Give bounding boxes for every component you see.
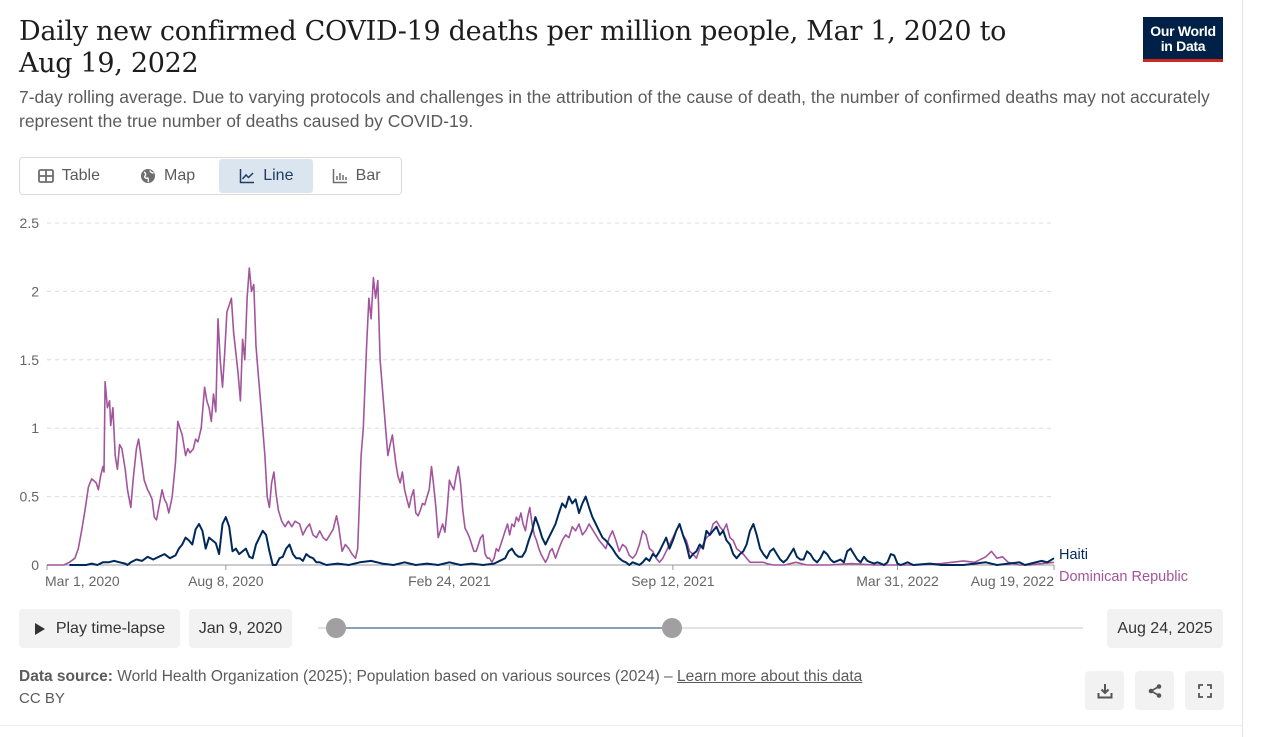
tab-map[interactable]: Map: [116, 159, 220, 193]
x-tick-label: Aug 19, 2022: [971, 573, 1055, 589]
tab-line[interactable]: Line: [219, 159, 314, 193]
tab-line-label: Line: [263, 167, 294, 184]
tab-bar-label: Bar: [355, 167, 381, 184]
y-tick-label: 1: [31, 420, 39, 436]
footer-divider: [0, 725, 1242, 726]
learn-more-link[interactable]: Learn more about this data: [676, 668, 863, 685]
fullscreen-button[interactable]: [1185, 671, 1224, 710]
tab-table-label: Table: [61, 167, 100, 184]
y-tick-label: 2.5: [20, 215, 40, 231]
legend-label-haiti[interactable]: Haiti: [1059, 547, 1088, 563]
x-tick-label: Sep 12, 2021: [631, 573, 715, 589]
y-tick-label: 1.5: [20, 352, 40, 368]
timeline-end-date[interactable]: Aug 24, 2025: [1107, 609, 1223, 648]
globe-icon: [141, 169, 156, 183]
y-tick-label: 0: [31, 557, 39, 573]
timeline-slider-range[interactable]: [336, 627, 672, 629]
timeline-start-handle[interactable]: [326, 618, 346, 638]
x-tick-label: Feb 24, 2021: [408, 573, 491, 589]
legend-label-dominican-republic[interactable]: Dominican Republic: [1059, 569, 1188, 585]
x-tick-label: Aug 8, 2020: [188, 573, 264, 589]
chart-subtitle: 7-day rolling average. Due to varying pr…: [19, 87, 1210, 131]
download-button[interactable]: [1085, 671, 1124, 710]
y-tick-label: 2: [31, 283, 39, 299]
chart-title: Daily new confirmed COVID-19 deaths per …: [19, 16, 1007, 79]
line-chart-icon: [239, 169, 255, 184]
x-tick-label: Mar 31, 2022: [856, 573, 939, 589]
page-edge-divider: [1242, 0, 1243, 737]
table-icon: [37, 169, 54, 183]
view-tabs: Table Map Line Bar: [19, 157, 402, 195]
y-tick-label: 0.5: [20, 489, 40, 505]
logo-line-2: in Data: [1160, 38, 1206, 54]
play-timelapse-label: Play time-lapse: [55, 619, 166, 637]
download-icon: [1097, 683, 1112, 698]
gridlines: [47, 222, 1054, 498]
legend: Dominican Republic Haiti: [1059, 547, 1188, 585]
tab-table[interactable]: Table: [22, 159, 116, 193]
license: CC BY: [19, 690, 65, 707]
share-button[interactable]: [1135, 671, 1174, 710]
series-lines: [47, 267, 1055, 566]
series-line-dominican-republic[interactable]: [47, 267, 1055, 566]
line-chart: 0 0.5 1 1.5 2 2.5 Mar 1, 2020 Aug 8, 2020 Feb 2…: [20, 215, 1188, 589]
x-axis: Mar 1, 2020 Aug 8, 2020 Feb 24, 2021 Sep 12…: [45, 564, 1055, 589]
tab-map-label: Map: [164, 167, 196, 184]
data-source-label: Data source:: [19, 668, 113, 685]
bar-chart-icon: [332, 169, 347, 184]
data-source-text: World Health Organization (2025); Popula…: [117, 668, 673, 685]
fullscreen-icon: [1197, 683, 1212, 698]
owid-logo[interactable]: Our World in Data: [1143, 17, 1223, 62]
y-axis-ticks: 0 0.5 1 1.5 2 2.5: [20, 215, 40, 573]
share-icon: [1148, 683, 1161, 698]
timeline-start-date[interactable]: Jan 9, 2020: [189, 609, 292, 648]
tab-bar[interactable]: Bar: [313, 159, 399, 193]
play-timelapse-button[interactable]: Play time-lapse: [19, 609, 180, 648]
logo-line-1: Our World: [1150, 23, 1216, 39]
data-source: Data source: World Health Organization (…: [19, 666, 862, 688]
series-line-haiti[interactable]: [69, 495, 1055, 566]
play-icon: [34, 622, 45, 635]
timeline-end-handle[interactable]: [662, 618, 682, 638]
x-tick-label: Mar 1, 2020: [45, 573, 120, 589]
timeline-slider-track[interactable]: [318, 627, 1083, 629]
